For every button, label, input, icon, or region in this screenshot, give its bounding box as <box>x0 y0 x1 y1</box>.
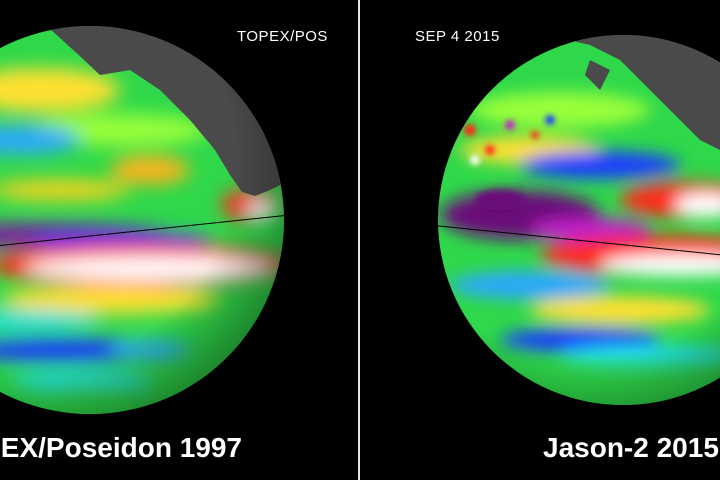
right-caption: Jason-2 2015 <box>543 432 719 463</box>
panel-divider <box>358 0 361 480</box>
left-globe-image <box>0 26 284 414</box>
left-globe-panel: TOPEX/POS EX/Poseidon 1997 <box>0 26 328 463</box>
right-globe-panel: SEP 4 2015 Jason-2 2015 <box>360 0 720 480</box>
right-globe-image <box>438 35 720 405</box>
satellite-label: TOPEX/POS <box>237 28 328 45</box>
date-label: SEP 4 2015 <box>415 28 500 45</box>
left-caption: EX/Poseidon 1997 <box>0 432 242 463</box>
